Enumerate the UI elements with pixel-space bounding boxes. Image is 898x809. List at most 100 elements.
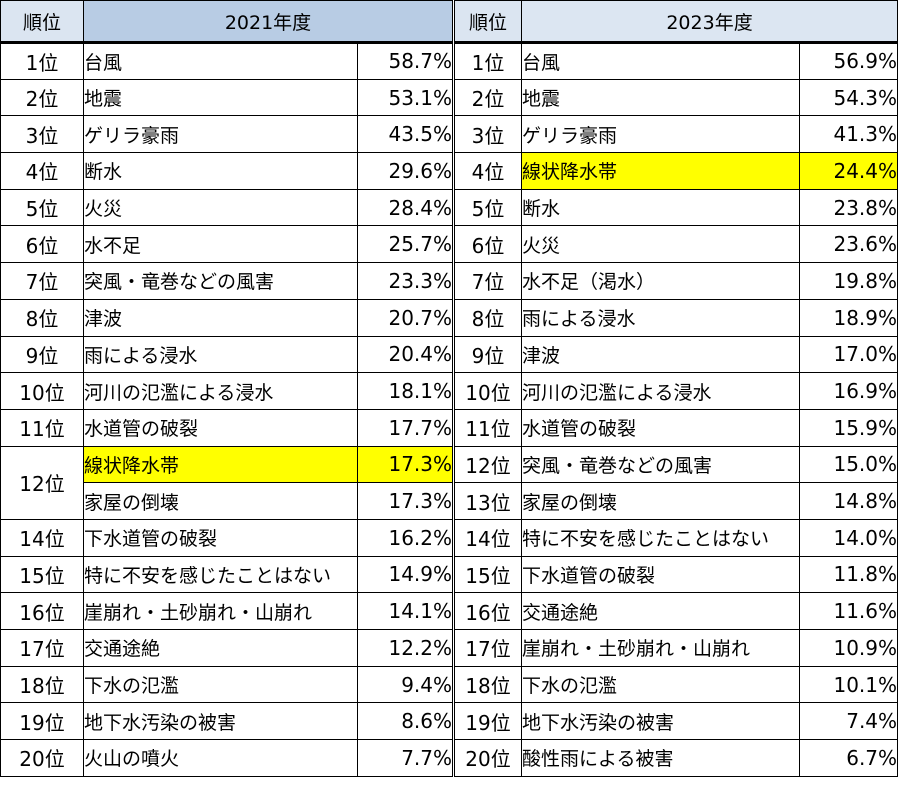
- table-row: 10位 河川の氾濫による浸水 18.1% 10位 河川の氾濫による浸水 16.9%: [0, 372, 898, 410]
- rank-cell-2021: 20位: [0, 739, 84, 777]
- item-cell-2023: 断水: [521, 188, 801, 227]
- rank-cell-2021: 4位: [0, 152, 84, 190]
- percent-cell-2023: 15.9%: [799, 408, 898, 447]
- item-cell-2023: 家屋の倒壊: [521, 482, 801, 520]
- rank-cell-2023: 2位: [452, 78, 523, 117]
- percent-cell-2023: 14.8%: [799, 482, 898, 520]
- header-row: 順位 2021年度 順位 2023年度: [0, 0, 898, 44]
- item-cell-2021: 台風: [83, 42, 358, 80]
- item-cell-2023: 下水の氾濫: [521, 665, 801, 704]
- percent-cell-2021: 17.3%: [356, 445, 455, 484]
- percent-cell-2023: 56.9%: [799, 42, 898, 80]
- item-cell-2021: 線状降水帯: [83, 445, 358, 484]
- item-cell-2021: 特に不安を感じたことはない: [83, 555, 358, 594]
- table-row: 19位 地下水汚染の被害 8.6% 19位 地下水汚染の被害 7.4%: [0, 702, 898, 741]
- table-row: 1位 台風 58.7% 1位 台風 56.9%: [0, 42, 898, 80]
- rank-cell-2021: 19位: [0, 702, 84, 741]
- percent-cell-2021: 9.4%: [356, 665, 455, 704]
- percent-cell-2021: 8.6%: [356, 702, 455, 741]
- year-header-2021: 2021年度: [82, 0, 455, 44]
- percent-cell-2021: 43.5%: [356, 115, 455, 154]
- item-cell-2023: 火災: [521, 225, 801, 264]
- percent-cell-2021: 20.4%: [356, 335, 455, 374]
- rank-cell-2023: 16位: [452, 592, 523, 630]
- percent-cell-2021: 53.1%: [356, 78, 455, 117]
- table-row: 14位 下水道管の破裂 16.2% 14位 特に不安を感じたことはない 14.0%: [0, 518, 898, 557]
- table-row: 8位 津波 20.7% 8位 雨による浸水 18.9%: [0, 298, 898, 337]
- rank-cell-2023: 1位: [452, 42, 523, 80]
- table-row: 7位 突風・竜巻などの風害 23.3% 7位 水不足（渇水） 19.8%: [0, 262, 898, 300]
- percent-cell-2023: 7.4%: [799, 702, 898, 741]
- percent-cell-2021: 23.3%: [356, 262, 455, 300]
- item-cell-2023: 特に不安を感じたことはない: [521, 518, 801, 557]
- percent-cell-2021: 17.3%: [356, 482, 455, 520]
- item-cell-2021: 津波: [83, 298, 358, 337]
- item-cell-2023: ゲリラ豪雨: [521, 115, 801, 154]
- percent-cell-2021: 58.7%: [356, 42, 455, 80]
- percent-cell-2023: 41.3%: [799, 115, 898, 154]
- percent-cell-2021: 28.4%: [356, 188, 455, 227]
- percent-cell-2023: 23.6%: [799, 225, 898, 264]
- rank-cell-2021: 17位: [0, 629, 84, 667]
- item-cell-2021: 雨による浸水: [83, 335, 358, 374]
- item-cell-2021: 下水道管の破裂: [83, 518, 358, 557]
- percent-cell-2021: 14.9%: [356, 555, 455, 594]
- percent-cell-2023: 14.0%: [799, 518, 898, 557]
- rank-cell-2021: 8位: [0, 298, 84, 337]
- item-cell-2023: 台風: [521, 42, 801, 80]
- item-cell-2021: 家屋の倒壊: [83, 482, 358, 520]
- table-row: 3位 ゲリラ豪雨 43.5% 3位 ゲリラ豪雨 41.3%: [0, 115, 898, 154]
- percent-cell-2021: 25.7%: [356, 225, 455, 264]
- percent-cell-2021: 16.2%: [356, 518, 455, 557]
- rank-cell-2021: 11位: [0, 408, 84, 447]
- table-row: 18位 下水の氾濫 9.4% 18位 下水の氾濫 10.1%: [0, 665, 898, 704]
- table-row: 9位 雨による浸水 20.4% 9位 津波 17.0%: [0, 335, 898, 374]
- rank-cell-2023: 7位: [452, 262, 523, 300]
- rank-cell-2023: 4位: [452, 152, 523, 190]
- rank-cell-2023: 11位: [452, 408, 523, 447]
- percent-cell-2023: 18.9%: [799, 298, 898, 337]
- ranking-body: 1位 台風 58.7% 1位 台風 56.9% 2位 地震 53.1% 2位 地震 54.3% 3位 ゲリ…: [0, 42, 898, 777]
- rank-cell-2021: 6位: [0, 225, 84, 264]
- table-row: 16位 崖崩れ・土砂崩れ・山崩れ 14.1% 16位 交通途絶 11.6%: [0, 592, 898, 630]
- rank-cell-2023: 10位: [452, 372, 523, 410]
- table-row: 家屋の倒壊 17.3% 13位 家屋の倒壊 14.8%: [1, 482, 898, 520]
- item-cell-2023: 酸性雨による被害: [521, 739, 801, 777]
- item-cell-2021: 断水: [83, 152, 358, 190]
- item-cell-2023: 下水道管の破裂: [521, 555, 801, 594]
- rank-cell-2021: 7位: [0, 262, 84, 300]
- percent-cell-2023: 6.7%: [799, 739, 898, 777]
- item-cell-2021: 火災: [83, 188, 358, 227]
- item-cell-2023: 線状降水帯: [521, 152, 801, 190]
- item-cell-2023: 突風・竜巻などの風害: [521, 445, 801, 484]
- ranking-table: 順位 2021年度 順位 2023年度 1位 台風 58.7% 1位 台風 56.9% 2位…: [0, 0, 898, 777]
- rank-cell-2023: 12位: [452, 445, 523, 484]
- rank-cell-2023: 15位: [452, 555, 523, 594]
- year-header-2023: 2023年度: [521, 0, 898, 44]
- rank-cell-2021: 9位: [0, 335, 84, 374]
- percent-cell-2023: 15.0%: [799, 445, 898, 484]
- rank-header-left: 順位: [0, 0, 84, 44]
- rank-cell-2021: 14位: [0, 518, 84, 557]
- item-cell-2021: 水道管の破裂: [83, 408, 358, 447]
- percent-cell-2021: 7.7%: [356, 739, 455, 777]
- rank-cell-2023: 14位: [452, 518, 523, 557]
- percent-cell-2023: 24.4%: [799, 152, 898, 190]
- rank-cell-2021: 18位: [0, 665, 84, 704]
- percent-cell-2023: 17.0%: [799, 335, 898, 374]
- percent-cell-2023: 10.9%: [799, 629, 898, 667]
- table-row: 6位 水不足 25.7% 6位 火災 23.6%: [0, 225, 898, 264]
- item-cell-2021: 河川の氾濫による浸水: [83, 372, 358, 410]
- item-cell-2021: 交通途絶: [83, 629, 358, 667]
- percent-cell-2021: 18.1%: [356, 372, 455, 410]
- percent-cell-2023: 11.8%: [799, 555, 898, 594]
- percent-cell-2023: 19.8%: [799, 262, 898, 300]
- rank-cell-2021: 10位: [0, 372, 84, 410]
- percent-cell-2021: 14.1%: [356, 592, 455, 630]
- table-row: 20位 火山の噴火 7.7% 20位 酸性雨による被害 6.7%: [0, 739, 898, 777]
- item-cell-2021: 崖崩れ・土砂崩れ・山崩れ: [83, 592, 358, 630]
- rank-cell-2021: 15位: [0, 555, 84, 594]
- table-row: 15位 特に不安を感じたことはない 14.9% 15位 下水道管の破裂 11.8%: [0, 555, 898, 594]
- percent-cell-2023: 23.8%: [799, 188, 898, 227]
- rank-cell-2023: 6位: [452, 225, 523, 264]
